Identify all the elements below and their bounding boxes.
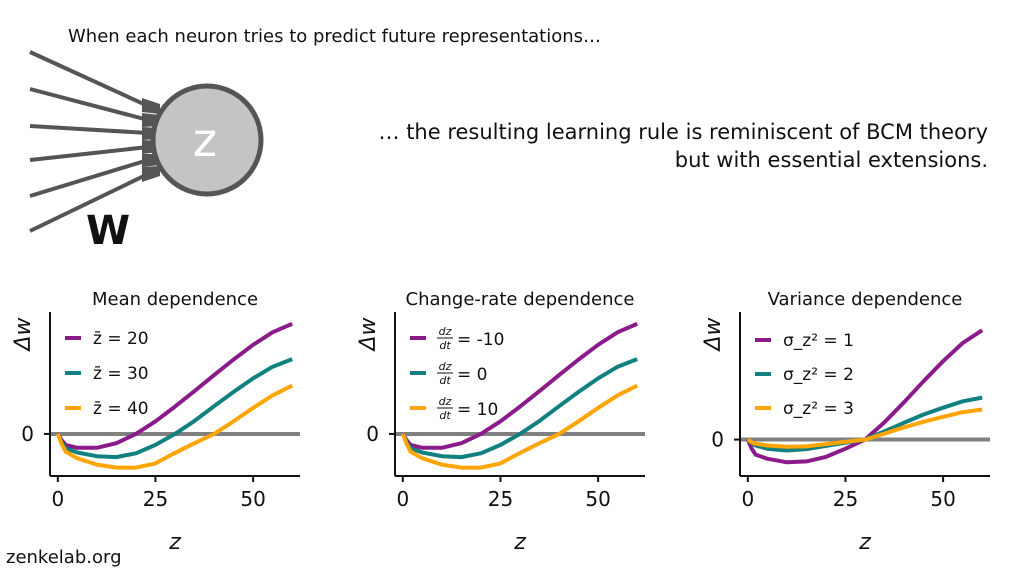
neuron-label: z (193, 113, 217, 167)
input-synapses (29, 50, 149, 233)
x-axis-label: z (513, 530, 526, 555)
synapse-line (29, 158, 149, 198)
y-axis-label: Δw (701, 316, 726, 352)
legend-label: z̄ = 40 (93, 399, 149, 419)
legend-value: = 10 (457, 400, 498, 420)
x-tick-label: 0 (51, 487, 64, 511)
x-tick-label: 25 (488, 487, 513, 511)
y-tick-label: 0 (366, 422, 379, 446)
chart-title: Variance dependence (768, 289, 963, 310)
chart-title: Mean dependence (92, 289, 258, 310)
right-caption-line-1: … the resulting learning rule is reminis… (378, 120, 988, 144)
weight-label: W (86, 208, 130, 254)
chart-title: Change-rate dependence (406, 289, 635, 310)
chart-panel: Variance dependence 0 25 50 0 z Δw σ_z² = 1 σ_z²… (701, 289, 990, 555)
series-line (745, 328, 984, 465)
x-axis-label: z (168, 530, 181, 555)
y-axis-label: Δw (11, 316, 36, 352)
series-line (400, 383, 639, 470)
legend-fraction-numerator: dz (439, 360, 452, 373)
x-tick-label: 50 (585, 487, 610, 511)
legend-fraction-numerator: dz (439, 325, 452, 338)
legend-fraction-denominator: dt (439, 409, 451, 422)
y-axis-label: Δw (356, 316, 381, 352)
series-line (746, 407, 983, 449)
legend-label: σ_z² = 2 (783, 365, 854, 385)
chart-panel: Mean dependence 0 25 50 0 z Δw z̄ = 20 z̄ = 30 z̄… (11, 289, 300, 555)
legend-label: z̄ = 30 (93, 364, 149, 384)
x-tick-label: 50 (930, 487, 955, 511)
synapse-line (29, 124, 149, 135)
synapse-terminal (142, 98, 160, 114)
synapse-terminal (142, 166, 160, 182)
neuron-body (150, 83, 264, 197)
legend-label: z̄ = 20 (93, 329, 149, 349)
synapse-line (29, 172, 149, 233)
series-line (55, 357, 293, 460)
x-tick-label: 0 (396, 487, 409, 511)
x-axis-label: z (858, 530, 871, 555)
legend-fraction-denominator: dt (439, 339, 451, 352)
right-caption-line-2: but with essential extensions. (674, 148, 988, 172)
right-caption: … the resulting learning rule is reminis… (379, 118, 988, 174)
footer-url: zenkelab.org (6, 547, 122, 568)
x-tick-label: 0 (741, 487, 754, 511)
charts: Mean dependence 0 25 50 0 z Δw z̄ = 20 z̄ = 30 z̄… (11, 289, 990, 555)
x-tick-label: 50 (240, 487, 265, 511)
legend-fraction-denominator: dt (439, 374, 451, 387)
x-tick-label: 25 (143, 487, 168, 511)
synapse-line (29, 145, 149, 162)
y-tick-label: 0 (711, 428, 724, 452)
synapse-line (29, 87, 149, 122)
series-line (401, 321, 638, 450)
legend-fraction-numerator: dz (439, 395, 452, 408)
x-tick-label: 25 (833, 487, 858, 511)
legend-label: σ_z² = 3 (783, 399, 854, 419)
series-line (56, 321, 293, 450)
top-caption: When each neuron tries to predict future… (68, 26, 602, 47)
synapse-line (29, 50, 149, 108)
y-tick-label: 0 (21, 422, 34, 446)
legend-label: σ_z² = 1 (783, 331, 854, 351)
neuron-diagram: z W (29, 50, 264, 254)
series-line (400, 357, 638, 460)
legend-value: = 0 (457, 365, 487, 385)
legend-value: = -10 (457, 330, 504, 350)
series-line (55, 383, 294, 470)
